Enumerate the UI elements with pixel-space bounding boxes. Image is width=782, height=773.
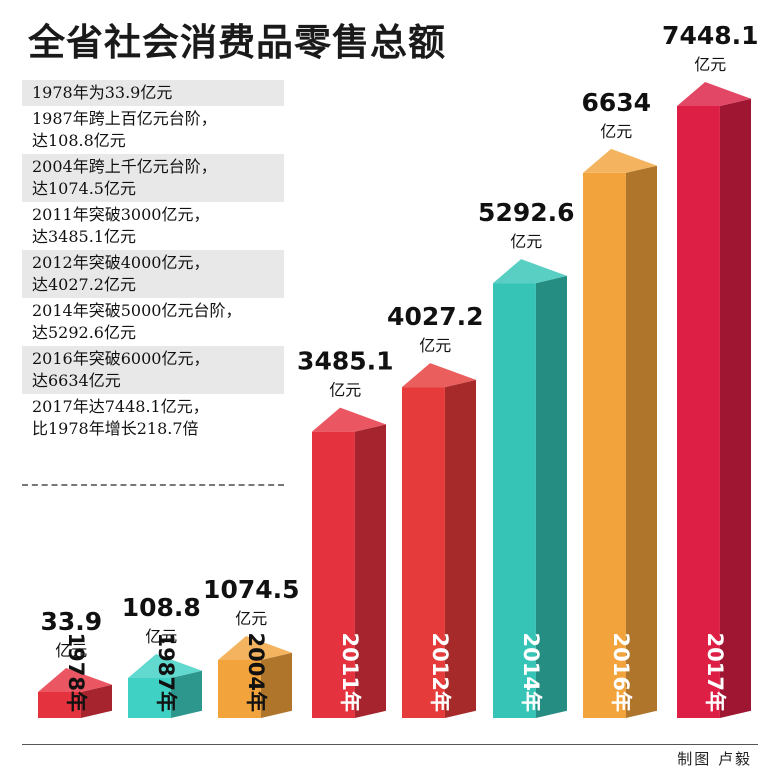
milestone-note-line: 达3485.1亿元 (32, 227, 136, 246)
bar-group (312, 407, 386, 718)
value-label: 6634 (582, 88, 652, 117)
bar (128, 678, 171, 718)
bar (583, 172, 626, 719)
bar-top (677, 82, 751, 106)
bar-side (535, 275, 567, 718)
milestone-note-line: 2016年突破6000亿元， (32, 349, 210, 368)
milestone-note-line: 达1074.5亿元 (32, 179, 136, 198)
bar-top (402, 363, 476, 388)
bar (402, 387, 445, 718)
milestone-note: 2014年突破5000亿元台阶， 达5292.6亿元 (22, 298, 284, 346)
bar (312, 431, 355, 718)
unit-label: 亿元 (235, 609, 267, 628)
dashed-divider (22, 484, 284, 486)
bar (218, 660, 261, 718)
bottom-rule (22, 744, 758, 745)
bar-side (80, 684, 112, 718)
bar-group (493, 259, 567, 718)
unit-label: 亿元 (55, 641, 87, 660)
milestone-note-line: 1987年跨上百亿元台阶， (32, 109, 217, 128)
year-label: 2012年 (428, 633, 452, 712)
milestone-note-line: 2014年突破5000亿元台阶， (32, 301, 242, 320)
year-label: 2004年 (244, 633, 268, 712)
bar-side (625, 165, 657, 718)
milestone-note: 1987年跨上百亿元台阶， 达108.8亿元 (22, 106, 284, 154)
bar-top (128, 654, 202, 678)
bar-top (493, 259, 567, 284)
milestone-note-line: 达108.8亿元 (32, 131, 126, 150)
milestone-note-line: 达6634亿元 (32, 371, 121, 390)
milestone-note-line: 比1978年增长218.7倍 (32, 419, 199, 438)
milestone-note: 2011年突破3000亿元， 达3485.1亿元 (22, 202, 284, 250)
bar-group (38, 668, 112, 718)
unit-label: 亿元 (145, 627, 177, 646)
bar-top (583, 148, 657, 173)
milestone-note-line: 1978年为33.9亿元 (32, 83, 173, 102)
milestone-note-line: 2017年达7448.1亿元， (32, 397, 209, 416)
bar (38, 692, 81, 718)
milestone-note-line: 达5292.6亿元 (32, 323, 136, 342)
credit-text: 制图 卢毅 (677, 750, 752, 768)
bar-side (170, 670, 202, 718)
year-label: 2016年 (609, 633, 633, 712)
bar-side (260, 652, 292, 718)
value-label: 3485.1 (297, 347, 393, 376)
bar-side (719, 98, 751, 719)
milestone-note: 1978年为33.9亿元 (22, 80, 284, 106)
bar-group (583, 148, 657, 719)
unit-label: 亿元 (694, 55, 726, 74)
value-label: 5292.6 (478, 198, 574, 227)
value-label: 1074.5 (203, 575, 299, 604)
unit-label: 亿元 (510, 232, 542, 251)
unit-label: 亿元 (329, 381, 361, 400)
unit-label: 亿元 (419, 336, 451, 355)
year-label: 1978年 (64, 633, 88, 712)
bar-group (402, 363, 476, 718)
bar-group (677, 82, 751, 719)
year-label: 1987年 (154, 633, 178, 712)
year-label: 2014年 (519, 633, 543, 712)
value-label: 7448.1 (662, 21, 758, 50)
milestone-note-line: 2012年突破4000亿元， (32, 253, 210, 272)
milestone-notes: 1978年为33.9亿元 1987年跨上百亿元台阶， 达108.8亿元 2004年跨上… (22, 80, 284, 442)
bar-side (444, 379, 476, 718)
value-label: 33.9 (40, 607, 102, 636)
milestone-note-line: 2004年跨上千亿元台阶， (32, 157, 217, 176)
bar-group (218, 636, 292, 718)
year-label: 2017年 (703, 633, 727, 712)
bar (677, 106, 720, 718)
bar-group (128, 654, 202, 718)
bar-top (312, 407, 386, 432)
year-label: 2011年 (338, 633, 362, 712)
milestone-note: 2012年突破4000亿元， 达4027.2亿元 (22, 250, 284, 298)
milestone-note-line: 达4027.2亿元 (32, 275, 136, 294)
bar-top (38, 668, 112, 692)
bar-top (218, 636, 292, 660)
milestone-note: 2016年突破6000亿元， 达6634亿元 (22, 346, 284, 394)
milestone-note-line: 2011年突破3000亿元， (32, 205, 210, 224)
chart-title: 全省社会消费品零售总额 (28, 21, 446, 64)
bar (493, 283, 536, 718)
unit-label: 亿元 (600, 122, 632, 141)
milestone-note: 2004年跨上千亿元台阶， 达1074.5亿元 (22, 154, 284, 202)
milestone-note: 2017年达7448.1亿元， 比1978年增长218.7倍 (22, 394, 284, 442)
bar-side (354, 424, 386, 718)
value-label: 108.8 (122, 593, 201, 622)
value-label: 4027.2 (387, 302, 483, 331)
